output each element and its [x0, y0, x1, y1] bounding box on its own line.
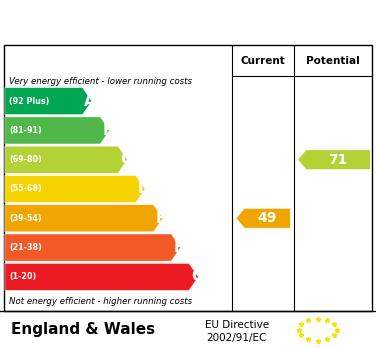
Polygon shape: [298, 150, 370, 169]
Polygon shape: [5, 205, 163, 232]
Polygon shape: [5, 263, 199, 291]
Text: EU Directive: EU Directive: [205, 321, 269, 330]
Text: E: E: [155, 211, 166, 226]
Polygon shape: [5, 146, 127, 173]
Text: (81-91): (81-91): [9, 126, 42, 135]
Text: Potential: Potential: [306, 56, 360, 65]
Text: (21-38): (21-38): [9, 243, 42, 252]
Text: 71: 71: [328, 153, 347, 167]
Text: England & Wales: England & Wales: [11, 322, 155, 337]
Polygon shape: [5, 88, 92, 115]
Polygon shape: [5, 117, 110, 144]
Text: B: B: [102, 123, 114, 138]
Text: (92 Plus): (92 Plus): [9, 97, 50, 106]
Text: G: G: [191, 269, 203, 284]
Polygon shape: [5, 234, 180, 261]
Text: A: A: [84, 94, 96, 109]
Text: Not energy efficient - higher running costs: Not energy efficient - higher running co…: [9, 297, 193, 306]
Polygon shape: [236, 208, 290, 228]
Text: D: D: [138, 182, 150, 197]
Text: Current: Current: [241, 56, 286, 65]
Text: 2002/91/EC: 2002/91/EC: [207, 333, 267, 343]
Text: 49: 49: [257, 211, 277, 225]
Text: (55-68): (55-68): [9, 184, 42, 193]
Text: (1-20): (1-20): [9, 272, 36, 281]
Text: (69-80): (69-80): [9, 155, 42, 164]
Text: C: C: [120, 152, 131, 167]
Polygon shape: [5, 175, 145, 203]
Text: F: F: [173, 240, 183, 255]
Text: Energy Efficiency Rating: Energy Efficiency Rating: [68, 14, 308, 32]
Text: Very energy efficient - lower running costs: Very energy efficient - lower running co…: [9, 77, 193, 86]
Text: (39-54): (39-54): [9, 214, 42, 223]
